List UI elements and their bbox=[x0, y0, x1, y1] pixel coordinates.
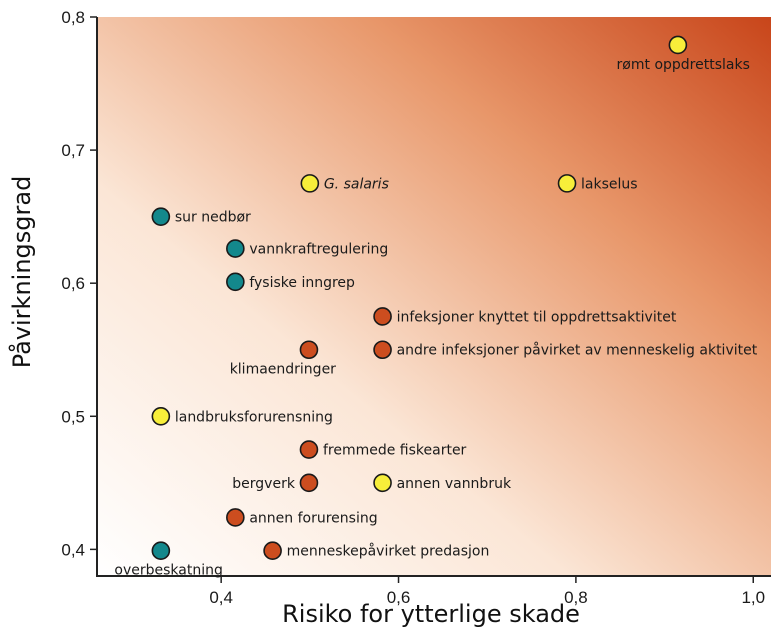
x-tick-label: 0,8 bbox=[564, 588, 588, 607]
data-point bbox=[373, 307, 392, 326]
ticks: 0,4 0,6 0,8 1,0 0,4 0,5 0,6 0,7 0,8 bbox=[61, 8, 765, 607]
y-tick-label: 0,7 bbox=[61, 141, 85, 160]
data-point bbox=[151, 207, 171, 226]
data-point-label: lakselus bbox=[581, 176, 638, 192]
data-point bbox=[373, 340, 392, 360]
data-point-label: rømt oppdrettslaks bbox=[617, 57, 750, 73]
data-point-label: menneskepåvirket predasjon bbox=[287, 543, 490, 560]
data-point-label: sur nedbør bbox=[175, 210, 251, 226]
data-point bbox=[226, 272, 245, 292]
y-tick-label: 0,5 bbox=[61, 407, 85, 426]
data-point-label: annen vannbruk bbox=[397, 476, 512, 492]
data-point-label: overbeskatning bbox=[114, 563, 222, 579]
data-point bbox=[226, 239, 245, 258]
data-point-label: fremmede fiskearter bbox=[323, 443, 467, 459]
data-point-label: vannkraftregulering bbox=[249, 242, 388, 258]
data-point-label: landbruksforurensning bbox=[175, 409, 333, 425]
data-point-label: G. salaris bbox=[324, 176, 389, 192]
axes bbox=[96, 17, 771, 577]
x-tick-label: 0,4 bbox=[209, 588, 233, 607]
data-point bbox=[300, 174, 320, 193]
data-point bbox=[151, 541, 171, 561]
data-point bbox=[226, 508, 245, 527]
x-tick-label: 0,6 bbox=[387, 588, 411, 607]
data-point bbox=[299, 473, 319, 493]
data-point bbox=[373, 473, 392, 493]
data-point bbox=[151, 406, 171, 426]
y-axis-title: Påvirkningsgrad bbox=[7, 176, 36, 369]
data-point-label: bergverk bbox=[232, 476, 296, 492]
y-tick-label: 0,4 bbox=[61, 540, 85, 559]
data-point bbox=[263, 541, 282, 561]
y-tick-label: 0,8 bbox=[61, 8, 85, 27]
x-axis-title: Risiko for ytterlige skade bbox=[282, 600, 580, 628]
data-point-label: annen forurensing bbox=[249, 510, 377, 526]
y-tick-label: 0,6 bbox=[61, 274, 85, 293]
data-points: rømt oppdrettslaks G. salaris lakselus sur … bbox=[114, 35, 758, 579]
data-point bbox=[557, 174, 577, 193]
data-point bbox=[668, 35, 688, 55]
x-tick-label: 1,0 bbox=[741, 588, 765, 607]
data-point bbox=[299, 340, 319, 360]
data-point-label: infeksjoner knyttet til oppdrettsaktivit… bbox=[397, 309, 677, 325]
data-point-label: klimaendringer bbox=[230, 362, 336, 378]
data-point-label: fysiske inngrep bbox=[249, 275, 355, 291]
data-point bbox=[299, 440, 319, 459]
plot-background bbox=[97, 17, 771, 576]
data-point-label: andre infeksjoner påvirket av menneskeli… bbox=[397, 342, 758, 359]
